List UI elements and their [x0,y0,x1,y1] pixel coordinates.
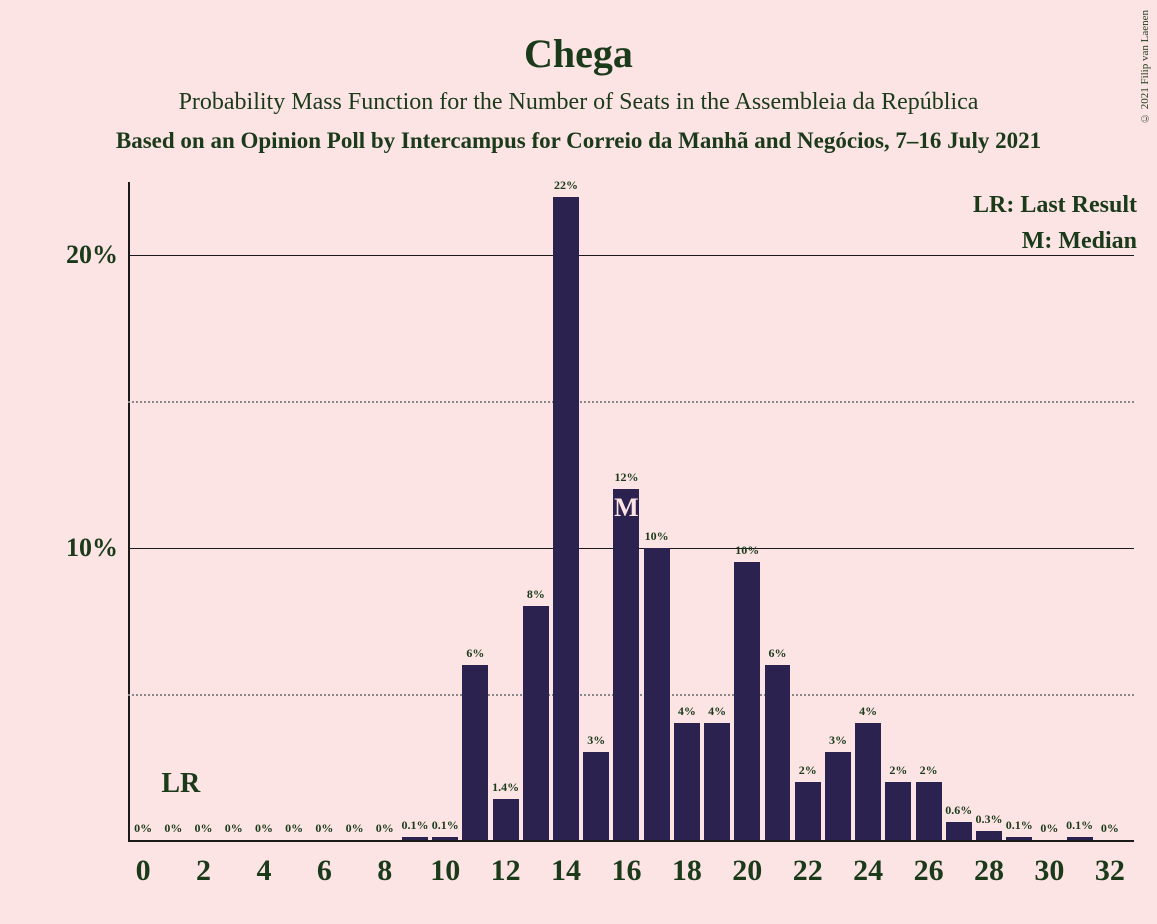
bar-value-label: 12% [614,470,638,485]
bar-value-label: 3% [829,733,847,748]
bar [644,548,670,840]
gridline [128,401,1134,403]
bar-value-label: 0% [255,821,273,836]
y-axis [128,182,130,842]
bar-value-label: 0% [195,821,213,836]
bar-value-label: 0% [225,821,243,836]
median-marker: M [614,493,639,523]
bar-value-label: 2% [920,763,938,778]
x-tick-label: 26 [914,854,944,888]
chart-subtitle2: Based on an Opinion Poll by Intercampus … [0,116,1157,154]
bar [765,665,791,840]
bar-value-label: 10% [645,529,669,544]
chart-container: Chega Probability Mass Function for the … [0,0,1157,924]
bar-value-label: 0.1% [1006,818,1033,833]
bar [1006,837,1032,840]
bar [704,723,730,840]
bar-value-label: 0% [376,821,394,836]
bar-value-label: 4% [859,704,877,719]
bar-value-label: 0% [1101,821,1119,836]
bar-value-label: 6% [769,646,787,661]
bar [523,606,549,840]
x-tick-label: 4 [256,854,271,888]
x-tick-label: 32 [1095,854,1125,888]
bar-value-label: 0.1% [401,818,428,833]
x-tick-label: 0 [136,854,151,888]
x-tick-label: 14 [551,854,581,888]
gridline [128,255,1134,256]
bar-value-label: 6% [466,646,484,661]
bar-value-label: 2% [889,763,907,778]
x-tick-label: 28 [974,854,1004,888]
x-tick-label: 18 [672,854,702,888]
x-axis [128,840,1134,842]
bar-value-label: 0% [164,821,182,836]
x-tick-label: 22 [793,854,823,888]
bar [795,782,821,840]
chart-title: Chega [0,0,1157,77]
bar-value-label: 8% [527,587,545,602]
bar-value-label: 0.3% [975,812,1002,827]
x-tick-label: 10 [430,854,460,888]
bar [462,665,488,840]
bar-value-label: 0% [315,821,333,836]
bar [916,782,942,840]
x-tick-label: 16 [611,854,641,888]
bar [734,562,760,840]
bar [855,723,881,840]
bar [613,489,639,840]
bar [885,782,911,840]
bar [946,822,972,840]
x-tick-label: 2 [196,854,211,888]
copyright-text: © 2021 Filip van Laenen [1139,10,1151,124]
bar-value-label: 0.1% [1066,818,1093,833]
x-tick-label: 6 [317,854,332,888]
x-tick-label: 12 [491,854,521,888]
bar [976,831,1002,840]
bar-value-label: 0% [285,821,303,836]
bar-value-label: 2% [799,763,817,778]
bar-value-label: 0.1% [432,818,459,833]
bar [402,837,428,840]
bar [583,752,609,840]
bar-value-label: 22% [554,178,578,193]
bar-value-label: 0% [1040,821,1058,836]
bar-value-label: 3% [587,733,605,748]
lr-marker: LR [161,768,200,800]
x-tick-label: 20 [732,854,762,888]
bar-value-label: 4% [708,704,726,719]
bar-value-label: 4% [678,704,696,719]
bar [674,723,700,840]
bar [432,837,458,840]
y-tick-label: 10% [66,533,118,563]
bar-value-label: 0% [346,821,364,836]
y-tick-label: 20% [66,240,118,270]
x-tick-label: 8 [377,854,392,888]
bar [1067,837,1093,840]
bar-value-label: 0% [134,821,152,836]
bar-value-label: 1.4% [492,780,519,795]
x-tick-label: 24 [853,854,883,888]
bar [825,752,851,840]
chart-plot-area: 10%20%024681012141618202224262830320%0%0… [128,182,1134,842]
chart-subtitle: Probability Mass Function for the Number… [0,77,1157,116]
bar-value-label: 10% [735,543,759,558]
x-tick-label: 30 [1034,854,1064,888]
bar [493,799,519,840]
bar [553,197,579,840]
bar-value-label: 0.6% [945,803,972,818]
